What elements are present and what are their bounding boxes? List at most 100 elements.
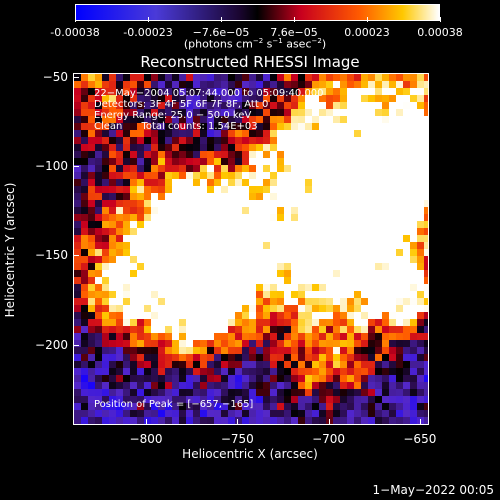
heatmap-cell: [228, 221, 235, 228]
heatmap-cell: [305, 270, 312, 277]
heatmap-cell: [242, 382, 249, 389]
heatmap-cell: [158, 410, 165, 417]
heatmap-cell: [312, 144, 319, 151]
heatmap-cell: [102, 277, 109, 284]
heatmap-cell: [368, 298, 375, 305]
heatmap-cell: [81, 109, 88, 116]
chart-title: Reconstructed RHESSI Image: [140, 53, 360, 71]
heatmap-cell: [228, 116, 235, 123]
heatmap-cell: [214, 375, 221, 382]
heatmap-cell: [165, 165, 172, 172]
heatmap-cell: [186, 200, 193, 207]
heatmap-cell: [158, 263, 165, 270]
heatmap-cell: [123, 249, 130, 256]
heatmap-cell: [235, 340, 242, 347]
heatmap-cell: [347, 158, 354, 165]
heatmap-cell: [361, 284, 368, 291]
heatmap-cell: [109, 291, 116, 298]
heatmap-cell: [389, 186, 396, 193]
heatmap-cell: [354, 270, 361, 277]
heatmap-cell: [298, 326, 305, 333]
heatmap-cell: [137, 228, 144, 235]
heatmap-cell: [326, 165, 333, 172]
heatmap-cell: [284, 417, 291, 424]
heatmap-cell: [151, 88, 158, 95]
heatmap-cell: [242, 130, 249, 137]
heatmap-cell: [410, 319, 417, 326]
heatmap-cell: [74, 340, 81, 347]
heatmap-cell: [263, 137, 270, 144]
heatmap-cell: [305, 375, 312, 382]
heatmap-cell: [137, 410, 144, 417]
heatmap-cell: [382, 333, 389, 340]
heatmap-cell: [165, 340, 172, 347]
heatmap-cell: [95, 207, 102, 214]
heatmap-cell: [158, 179, 165, 186]
heatmap-cell: [130, 347, 137, 354]
heatmap-cell: [298, 291, 305, 298]
heatmap-cell: [326, 382, 333, 389]
heatmap-cell: [74, 410, 81, 417]
heatmap-cell: [88, 312, 95, 319]
heatmap-cell: [144, 403, 151, 410]
heatmap-cell: [326, 291, 333, 298]
heatmap-cell: [207, 410, 214, 417]
heatmap-cell: [263, 207, 270, 214]
heatmap-cell: [186, 277, 193, 284]
heatmap-cell: [200, 228, 207, 235]
heatmap-cell: [284, 158, 291, 165]
heatmap-cell: [361, 221, 368, 228]
heatmap-cell: [249, 88, 256, 95]
heatmap-cell: [172, 200, 179, 207]
heatmap-cell: [123, 263, 130, 270]
heatmap-cell: [312, 396, 319, 403]
heatmap-cell: [116, 207, 123, 214]
heatmap-cell: [179, 235, 186, 242]
heatmap-cell: [396, 403, 403, 410]
heatmap-cell: [81, 284, 88, 291]
heatmap-cell: [410, 263, 417, 270]
heatmap-cell: [340, 158, 347, 165]
heatmap-cell: [144, 249, 151, 256]
heatmap-cell: [123, 116, 130, 123]
heatmap-cell: [123, 270, 130, 277]
heatmap-cell: [277, 172, 284, 179]
heatmap-cell: [382, 172, 389, 179]
heatmap-cell: [235, 319, 242, 326]
heatmap-cell: [123, 74, 130, 81]
heatmap-cell: [396, 375, 403, 382]
heatmap-cell: [235, 130, 242, 137]
heatmap-cell: [137, 305, 144, 312]
heatmap-cell: [256, 165, 263, 172]
heatmap-cell: [242, 375, 249, 382]
heatmap-cell: [305, 207, 312, 214]
heatmap-cell: [368, 270, 375, 277]
heatmap-cell: [424, 333, 428, 340]
heatmap-cell: [333, 214, 340, 221]
heatmap-cell: [249, 277, 256, 284]
heatmap-cell: [81, 88, 88, 95]
heatmap-cell: [81, 389, 88, 396]
heatmap-cell: [193, 123, 200, 130]
heatmap-cell: [361, 382, 368, 389]
heatmap-cell: [424, 123, 428, 130]
heatmap-cell: [179, 95, 186, 102]
heatmap-cell: [326, 130, 333, 137]
heatmap-cell: [354, 200, 361, 207]
heatmap-cell: [368, 116, 375, 123]
heatmap-cell: [207, 221, 214, 228]
heatmap-cell: [242, 410, 249, 417]
heatmap-cell: [424, 291, 428, 298]
heatmap-cell: [165, 270, 172, 277]
heatmap-cell: [263, 228, 270, 235]
heatmap-cell: [284, 137, 291, 144]
heatmap-cell: [179, 137, 186, 144]
heatmap-cell: [130, 417, 137, 424]
heatmap-cell: [256, 375, 263, 382]
heatmap-cell: [186, 417, 193, 424]
heatmap-cell: [158, 200, 165, 207]
heatmap-cell: [410, 410, 417, 417]
heatmap-cell: [298, 354, 305, 361]
heatmap-cell: [375, 137, 382, 144]
heatmap-cell: [417, 81, 424, 88]
